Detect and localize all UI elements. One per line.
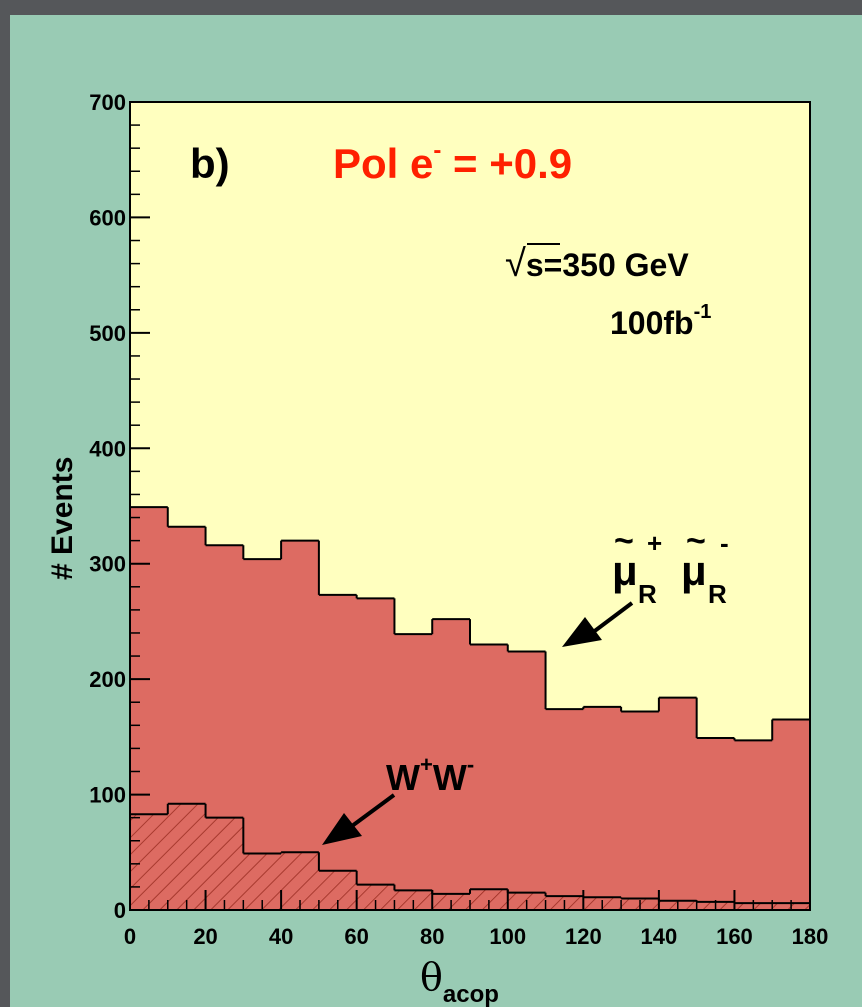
y-tick-label: 200 bbox=[89, 667, 126, 692]
svg-text:+: + bbox=[647, 528, 662, 558]
y-tick-label: 400 bbox=[89, 436, 126, 461]
y-tick-label: 0 bbox=[114, 898, 126, 923]
x-axis-title: θacop bbox=[420, 955, 499, 1007]
x-tick-label: 20 bbox=[193, 924, 217, 949]
energy-annotation: √s=350 GeV bbox=[505, 243, 689, 285]
x-tick-label: 40 bbox=[269, 924, 293, 949]
svg-text:-: - bbox=[720, 528, 729, 558]
y-tick-label: 300 bbox=[89, 552, 126, 577]
ww-label: W+W- bbox=[386, 752, 474, 798]
x-tick-label: 80 bbox=[420, 924, 444, 949]
x-tick-label: 100 bbox=[489, 924, 526, 949]
smuon-arrow bbox=[562, 601, 634, 647]
polarization-annotation: Pol e- = +0.9 bbox=[333, 137, 572, 187]
ww-histogram-fill bbox=[130, 803, 810, 910]
panel-label: b) bbox=[190, 140, 230, 187]
svg-text:R: R bbox=[708, 579, 727, 609]
y-axis-title: # Events bbox=[46, 457, 79, 580]
y-tick-label: 700 bbox=[89, 90, 126, 115]
svg-text:R: R bbox=[638, 579, 657, 609]
y-tick-label: 500 bbox=[89, 321, 126, 346]
svg-text:μ: μ bbox=[612, 547, 638, 594]
x-tick-label: 120 bbox=[565, 924, 602, 949]
axis-ticks: 0 20 40 60 80 100 120 140 160 180 0 100 200 300 400 500… bbox=[89, 90, 828, 949]
smuon-histogram-fill bbox=[130, 507, 810, 910]
ww-arrow bbox=[322, 793, 396, 845]
svg-text:μ: μ bbox=[681, 547, 707, 594]
x-tick-label: 60 bbox=[344, 924, 368, 949]
histogram-marks bbox=[130, 506, 810, 910]
luminosity-annotation: 100fb-1 bbox=[610, 301, 711, 341]
x-tick-label: 180 bbox=[792, 924, 829, 949]
svg-text:~: ~ bbox=[686, 522, 706, 560]
y-tick-label: 600 bbox=[89, 205, 126, 230]
x-tick-label: 140 bbox=[641, 924, 678, 949]
svg-text:~: ~ bbox=[614, 522, 634, 560]
x-tick-label: 0 bbox=[124, 924, 136, 949]
smuon-label: ~ + ~ - μ R μ R bbox=[612, 522, 729, 609]
y-tick-label: 100 bbox=[89, 783, 126, 808]
x-tick-label: 160 bbox=[716, 924, 753, 949]
